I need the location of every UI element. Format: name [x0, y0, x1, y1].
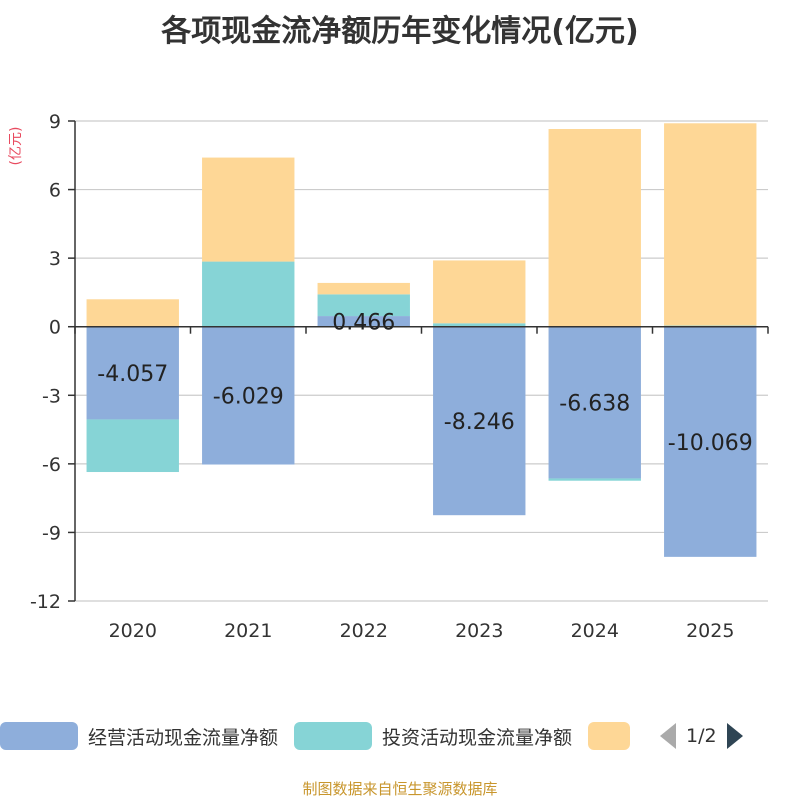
x-tick-label: 2021 [224, 620, 272, 642]
bar-investing-2024[interactable] [548, 478, 641, 481]
x-tick-label: 2023 [455, 620, 503, 642]
axes: 9 6 3 0 -3 -6 -9 -12 2020 2021 2022 2023 2024 2025 [30, 111, 769, 642]
legend-page-indicator: 1/2 [686, 725, 717, 747]
bar-operating-2025[interactable] [664, 326, 757, 557]
x-tick-label: 2025 [686, 620, 734, 642]
bar-operating-2021[interactable] [202, 326, 295, 465]
data-label-operating-2020: -4.057 [97, 362, 168, 387]
legend-label-investing: 投资活动现金流量净额 [382, 726, 573, 749]
data-labels: -4.057 -6.029 0.466 -8.246 -6.638 -10.069 [97, 310, 752, 455]
y-axis-unit-label: (亿元) [8, 127, 24, 166]
bar-financing-2022[interactable] [317, 282, 410, 295]
bar-investing-2020[interactable] [86, 419, 179, 473]
bar-operating-2023[interactable] [433, 326, 526, 516]
data-label-operating-2023: -8.246 [444, 410, 515, 435]
data-label-operating-2022: 0.466 [332, 310, 395, 335]
legend-item-financing[interactable] [588, 722, 640, 750]
y-tick-label: 9 [49, 111, 61, 133]
cashflow-chart: 9 6 3 0 -3 -6 -9 -12 2020 2021 2022 2023 2024 2025 -4… [8, 111, 769, 642]
x-tick-label: 2024 [571, 620, 619, 642]
legend-swatch-operating [0, 722, 78, 750]
y-tick-label: -9 [42, 522, 61, 544]
legend-label-operating: 经营活动现金流量净额 [88, 726, 279, 749]
bar-investing-2021[interactable] [202, 261, 295, 327]
bar-investing-2022[interactable] [317, 294, 410, 317]
bar-operating-2022[interactable] [317, 316, 410, 327]
legend-swatch-financing [588, 722, 631, 750]
bar-financing-2021[interactable] [202, 157, 295, 262]
legend-item-investing[interactable]: 投资活动现金流量净额 [294, 722, 572, 750]
bar-financing-2024[interactable] [548, 129, 641, 327]
bar-operating-2020[interactable] [86, 326, 179, 420]
legend-prev-page-icon[interactable] [660, 723, 677, 749]
y-tick-label: -6 [42, 454, 61, 476]
y-tick-label: -12 [30, 591, 61, 613]
legend: 经营活动现金流量净额 投资活动现金流量净额 1/2 [0, 716, 800, 756]
y-tick-label: 6 [49, 180, 61, 202]
bar-financing-2023[interactable] [433, 260, 526, 324]
y-tick-label: 0 [49, 317, 61, 339]
bar-operating-2024[interactable] [548, 326, 641, 479]
data-label-operating-2024: -6.638 [559, 392, 630, 417]
bar-investing-2023[interactable] [433, 323, 526, 327]
x-tick-label: 2020 [109, 620, 157, 642]
legend-pager: 1/2 [660, 723, 743, 749]
legend-next-page-icon[interactable] [726, 723, 743, 749]
y-tick-label: -3 [42, 385, 61, 407]
legend-swatch-investing [294, 722, 373, 750]
data-label-operating-2021: -6.029 [213, 385, 284, 410]
bar-financing-2020[interactable] [86, 299, 179, 327]
bar-financing-2025[interactable] [664, 123, 757, 326]
y-tick-label: 3 [49, 248, 61, 270]
data-source-footer: 制图数据来自恒生聚源数据库 [302, 780, 498, 798]
chart-title: 各项现金流净额历年变化情况(亿元) [161, 14, 639, 49]
legend-item-operating[interactable]: 经营活动现金流量净额 [0, 722, 278, 750]
bars [86, 123, 757, 557]
x-tick-label: 2022 [340, 620, 388, 642]
data-label-operating-2025: -10.069 [668, 431, 753, 456]
